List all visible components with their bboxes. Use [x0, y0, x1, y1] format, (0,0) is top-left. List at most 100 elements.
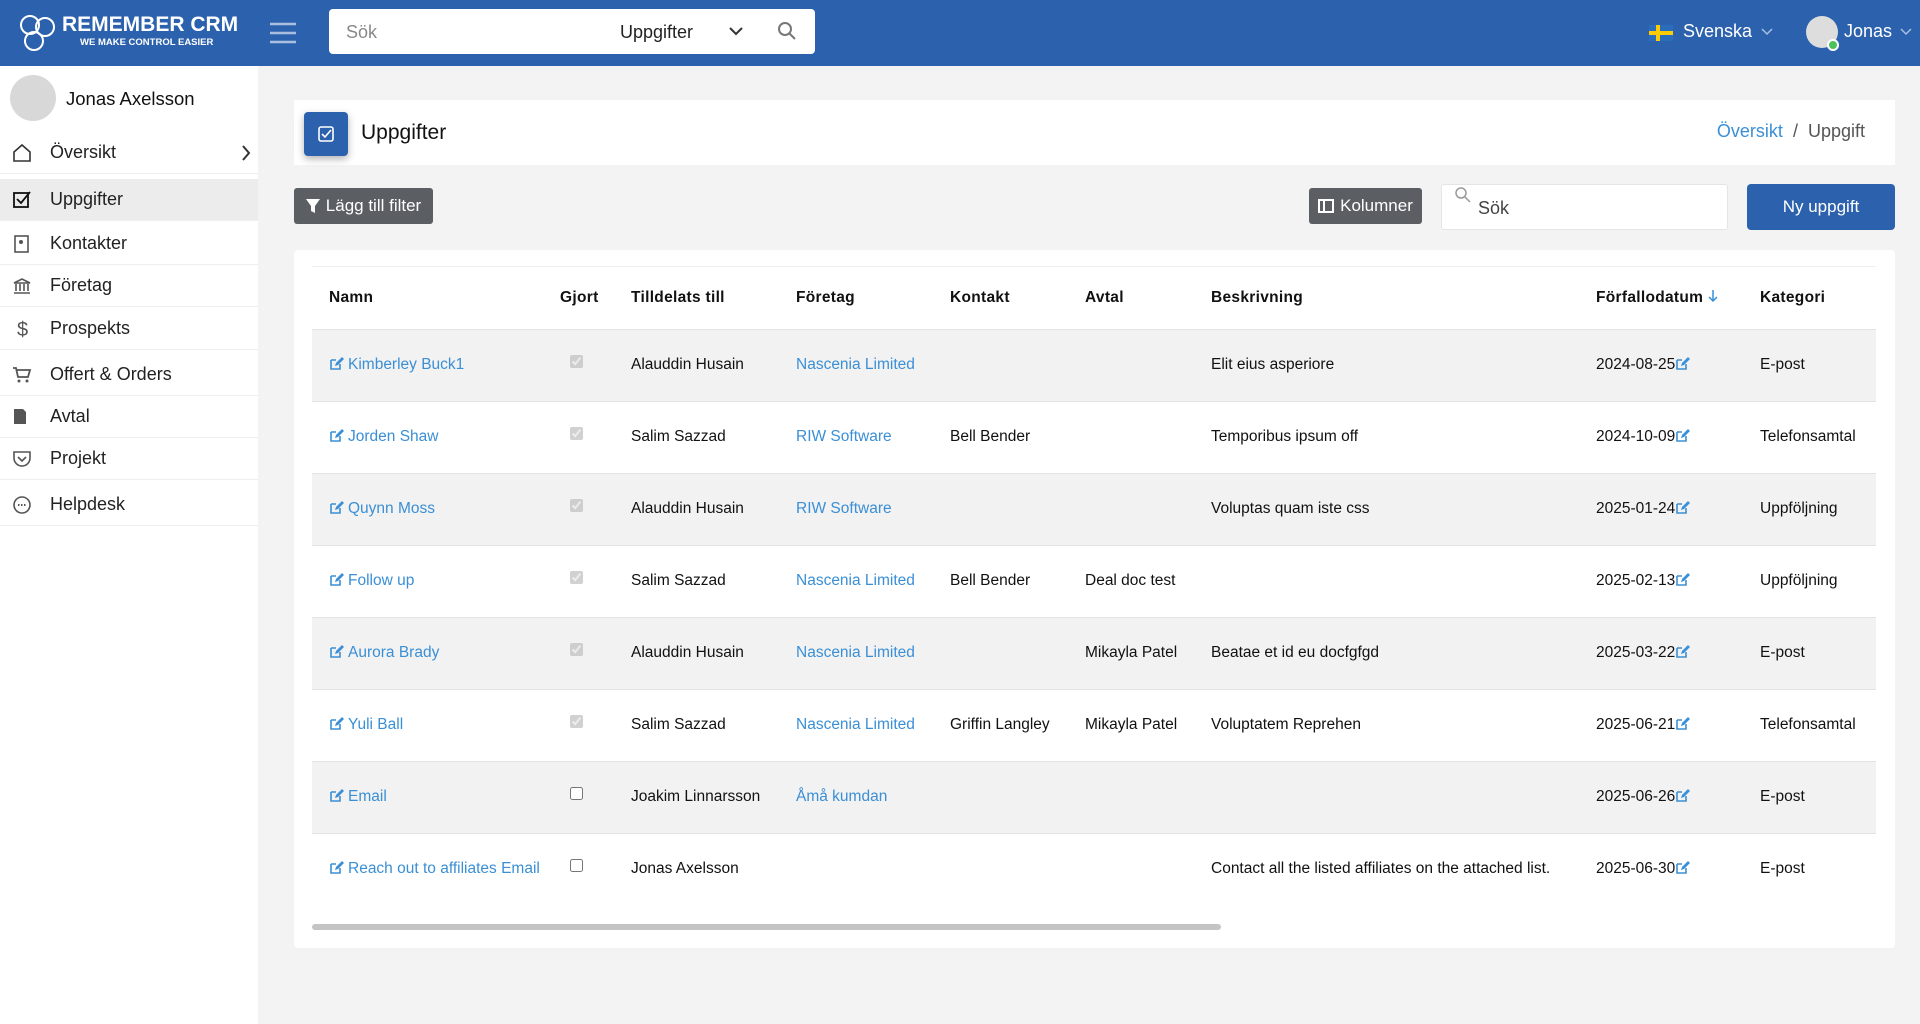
scrollbar[interactable]	[312, 924, 1221, 930]
cell: Salim Sazzad	[631, 400, 796, 473]
due: 2024-10-09	[1596, 428, 1676, 445]
company[interactable]: Nascenia Limited	[796, 644, 915, 661]
cell: Uppföljning	[1760, 544, 1876, 617]
done-checkbox[interactable]	[570, 858, 583, 872]
column-header[interactable]: Företag	[796, 288, 855, 306]
menu-item[interactable]: Offert & Orders	[0, 354, 258, 396]
menu-item[interactable]: Uppgifter	[0, 179, 258, 221]
breadcrumb: Översikt / Uppgift	[1716, 121, 1865, 141]
cell: Yuli Ball	[312, 688, 560, 761]
brand: REMEMBER CRM	[62, 13, 239, 36]
filter-button[interactable]: Lägg till filter	[294, 188, 433, 224]
name[interactable]: Yuli Ball	[348, 716, 404, 733]
columns-button[interactable]: Kolumner	[1309, 188, 1422, 224]
breadcrumb-link[interactable]: Översikt	[1716, 121, 1783, 141]
description: Voluptatem Reprehen	[1211, 716, 1361, 733]
table-search[interactable]: Sök	[1441, 184, 1728, 230]
cell: RIW Software	[796, 400, 950, 473]
search-icon[interactable]	[777, 21, 797, 41]
cell: Reach out to affiliates Email	[312, 832, 560, 905]
assigned: Jonas Axelsson	[631, 860, 739, 878]
menu-label: Helpdesk	[50, 494, 126, 514]
edit-icon[interactable]	[1676, 357, 1691, 370]
category: Telefonsamtal	[1760, 716, 1856, 733]
name[interactable]: Quynn Moss	[348, 500, 436, 517]
menu-item[interactable]: Avtal	[0, 396, 258, 438]
cell	[560, 832, 631, 905]
language[interactable]: Svenska	[1683, 21, 1753, 41]
menu-item[interactable]: Helpdesk	[0, 484, 258, 526]
menu-item[interactable]: Översikt	[0, 132, 258, 174]
column-header[interactable]: Gjort	[560, 288, 599, 306]
menu-item[interactable]: Projekt	[0, 438, 258, 480]
cell	[560, 328, 631, 401]
column-header[interactable]: Kontakt	[950, 288, 1010, 306]
name[interactable]: Reach out to affiliates Email	[348, 860, 540, 878]
cell: Bell Bender	[950, 544, 1085, 617]
edit-icon[interactable]	[330, 501, 344, 514]
edit-icon[interactable]	[1676, 861, 1691, 875]
edit-icon[interactable]	[1676, 501, 1691, 514]
column-header[interactable]: Förfallodatum	[1596, 267, 1760, 329]
page-header: Uppgifter Översikt / Uppgift	[294, 100, 1895, 165]
edit-icon[interactable]	[330, 789, 344, 802]
menu-item[interactable]: Kontakter	[0, 223, 258, 265]
company[interactable]: Åmå kumdan	[796, 788, 888, 805]
menu-item[interactable]: Företag	[0, 265, 258, 307]
chevron	[1761, 28, 1773, 36]
done-checkbox	[570, 570, 583, 584]
cell: Follow up	[312, 544, 560, 617]
edit-icon[interactable]	[330, 861, 344, 875]
column-header[interactable]: Namn	[329, 288, 374, 306]
menu-label: Översikt	[50, 142, 117, 162]
edit-icon[interactable]	[1676, 429, 1691, 442]
company[interactable]: Nascenia Limited	[796, 572, 915, 589]
cell: Contact all the listed affiliates on the…	[1211, 832, 1596, 905]
company[interactable]: RIW Software	[796, 500, 892, 517]
name[interactable]: Kimberley Buck1	[348, 356, 465, 373]
edit-icon[interactable]	[330, 429, 344, 442]
company[interactable]: RIW Software	[796, 428, 892, 445]
cell: Quynn Moss	[312, 472, 560, 545]
cell: 2024-08-25	[1596, 328, 1760, 401]
column-header[interactable]: Kategori	[1760, 288, 1826, 306]
done-checkbox	[570, 426, 583, 440]
menu-label: Avtal	[50, 406, 90, 426]
menu-toggle[interactable]	[270, 22, 296, 44]
edit-icon[interactable]	[1676, 645, 1691, 658]
user-avatar[interactable]	[1805, 15, 1841, 53]
edit-icon[interactable]	[1676, 573, 1691, 586]
cell	[950, 616, 1085, 689]
menu-item[interactable]: $ Prospekts	[0, 308, 258, 350]
name[interactable]: Jorden Shaw	[348, 428, 439, 445]
edit-icon[interactable]	[1676, 717, 1691, 730]
edit-icon[interactable]	[330, 717, 344, 730]
edit-icon[interactable]	[330, 645, 344, 658]
global-search[interactable]: Sök Uppgifter	[329, 9, 815, 54]
company[interactable]: Nascenia Limited	[796, 716, 915, 733]
cell: Åmå kumdan	[796, 760, 950, 833]
name[interactable]: Email	[348, 788, 387, 805]
category: E-post	[1760, 644, 1805, 661]
cell: Jorden Shaw	[312, 400, 560, 473]
column-header[interactable]: Tilldelats till	[631, 288, 725, 306]
done-checkbox[interactable]	[570, 786, 583, 800]
cell	[950, 832, 1085, 905]
name[interactable]: Aurora Brady	[348, 644, 440, 661]
assigned: Alauddin Husain	[631, 356, 744, 373]
column-header[interactable]: Avtal	[1085, 288, 1124, 306]
column-header[interactable]: Beskrivning	[1211, 288, 1304, 306]
edit-icon[interactable]	[330, 573, 344, 586]
user-name[interactable]: Jonas	[1844, 21, 1893, 41]
edit-icon[interactable]	[330, 357, 344, 370]
due: 2025-06-30	[1596, 860, 1676, 878]
company[interactable]: Nascenia Limited	[796, 356, 915, 373]
search-scope[interactable]: Uppgifter	[620, 22, 694, 42]
name[interactable]: Follow up	[348, 572, 415, 589]
cell: Nascenia Limited	[796, 544, 950, 617]
new-task-button[interactable]: Ny uppgift	[1747, 184, 1895, 230]
table-row: Reach out to affiliates Email Jonas Axels…	[312, 832, 1876, 905]
edit-icon[interactable]	[1676, 789, 1691, 802]
cell	[560, 472, 631, 545]
cell: 2025-06-26	[1596, 760, 1760, 833]
